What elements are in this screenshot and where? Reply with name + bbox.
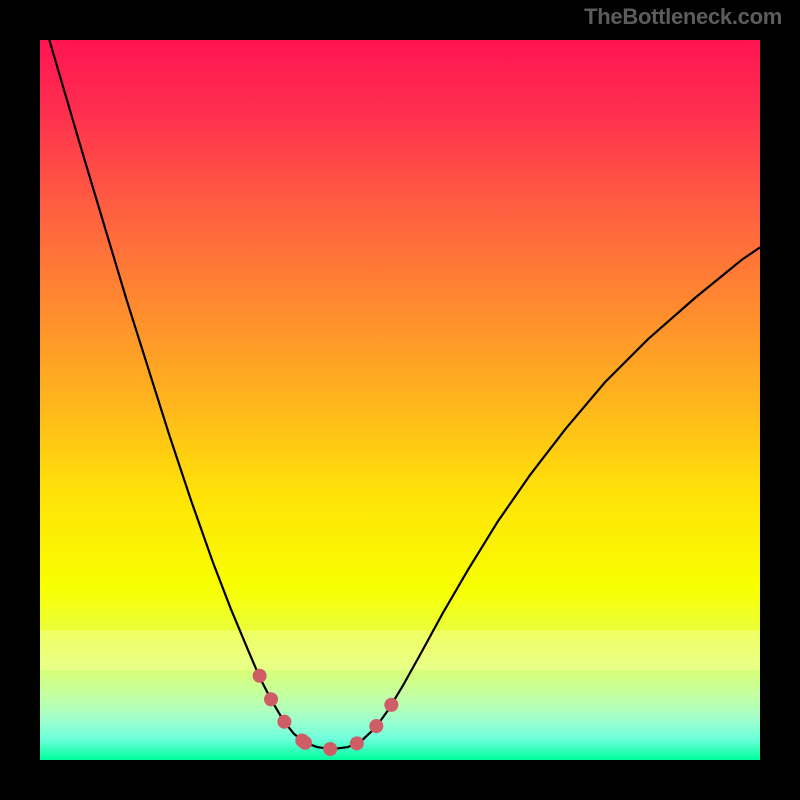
plot-area [40,40,760,760]
chart-frame: TheBottleneck.com [0,0,800,800]
highlight-dot-segment [260,676,305,743]
curve-layer [40,40,760,760]
bottleneck-curve [49,40,760,749]
watermark-text: TheBottleneck.com [584,4,782,30]
highlight-dot-segment [357,693,399,743]
highlight-dots [260,676,399,749]
